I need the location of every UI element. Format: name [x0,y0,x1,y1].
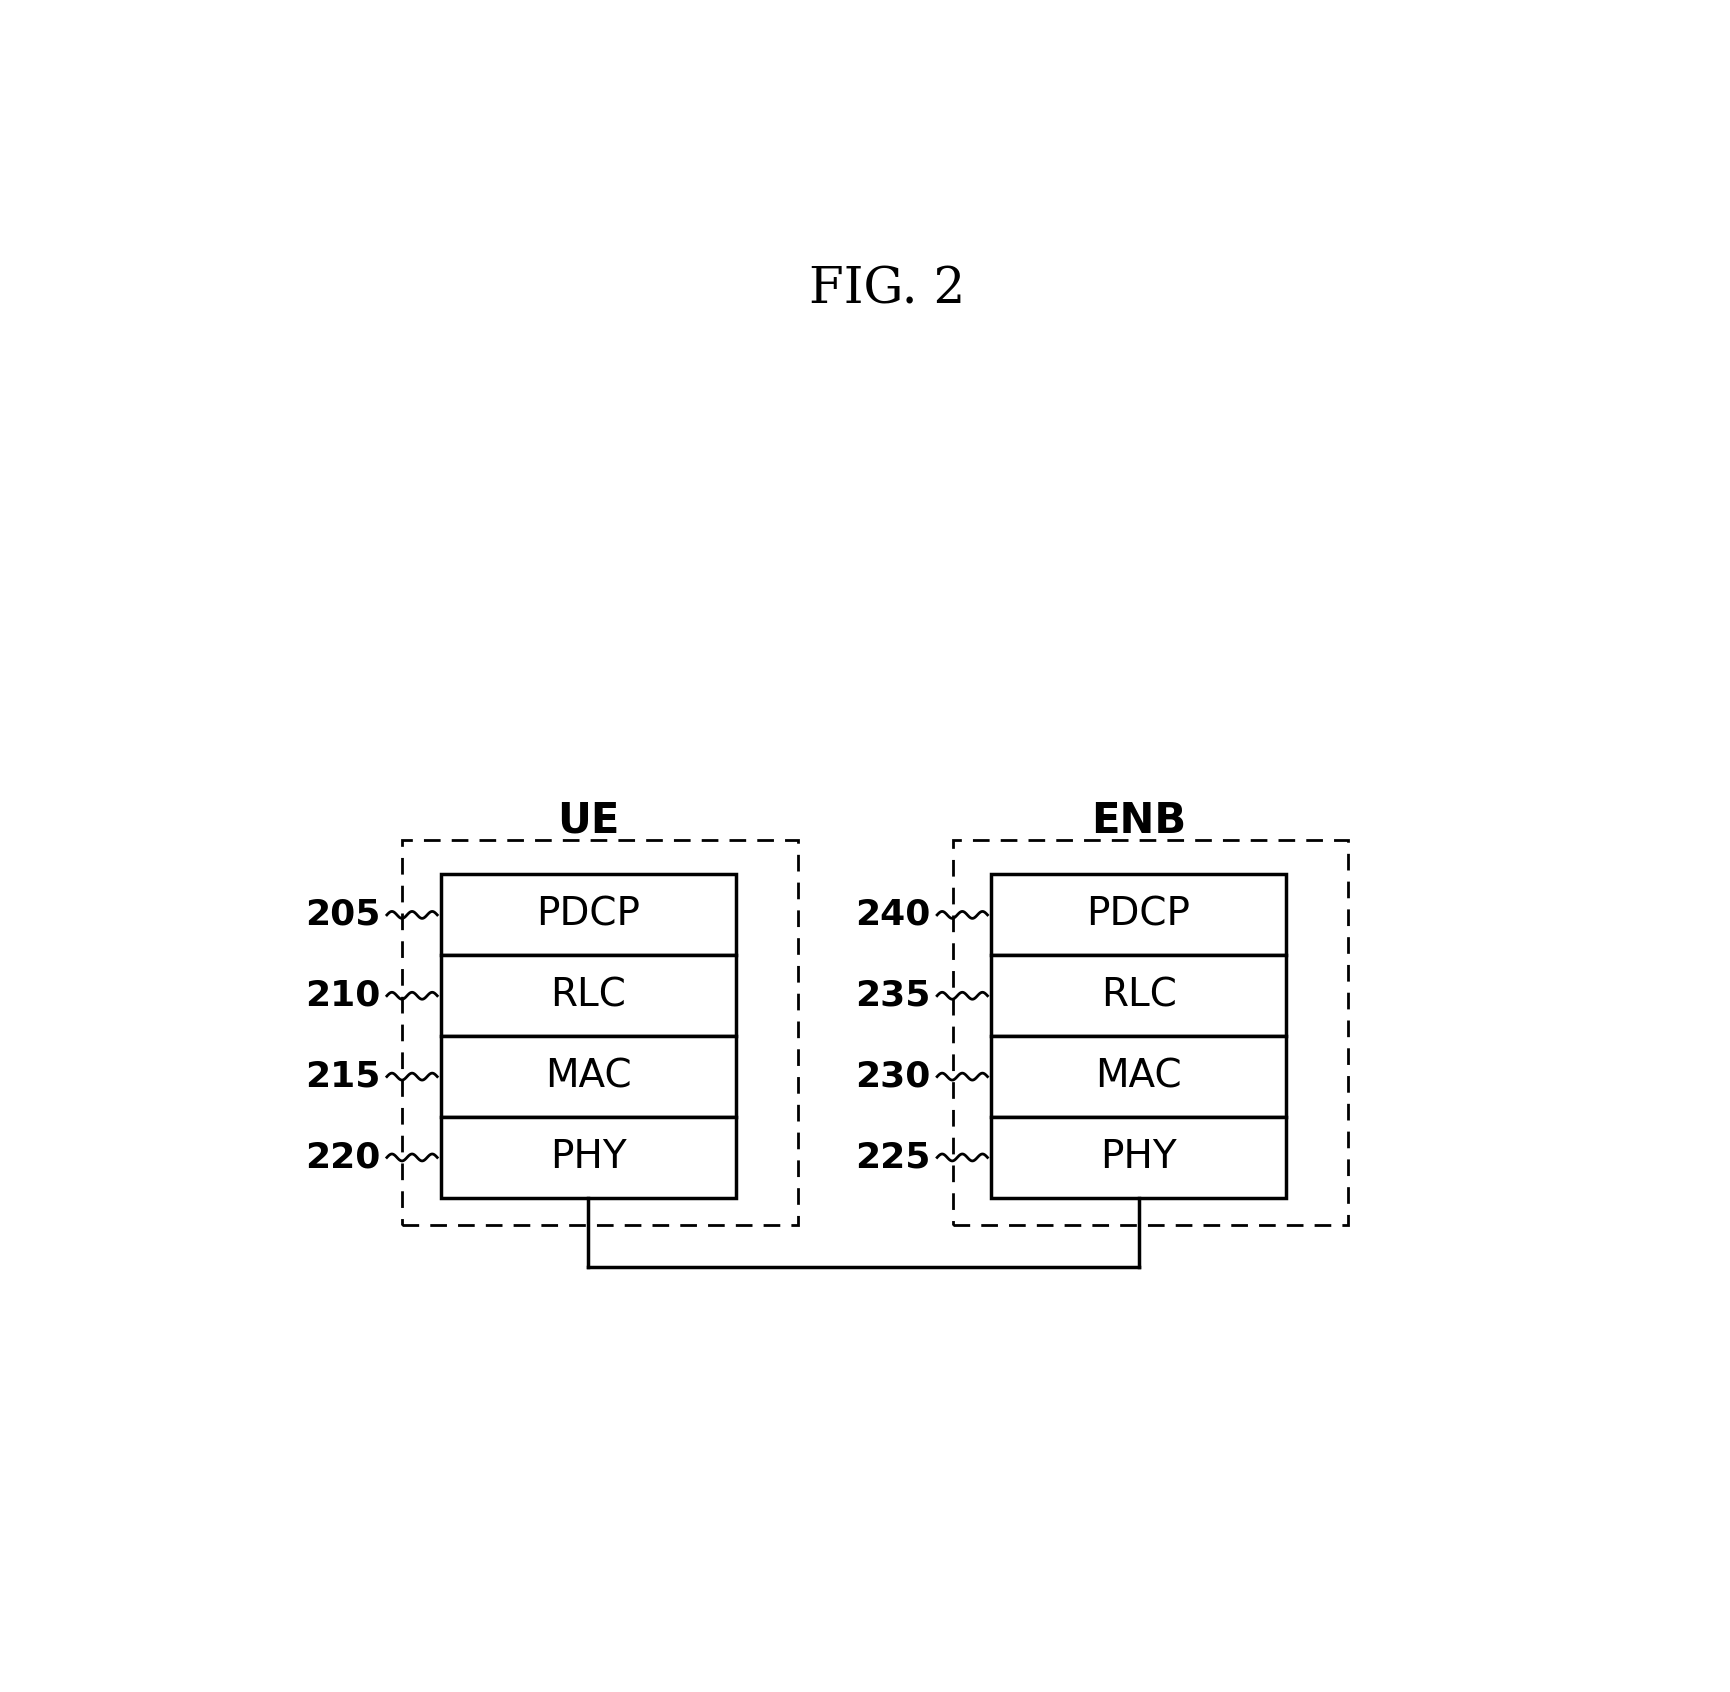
Bar [441,1117,735,1198]
Bar [952,839,1348,1225]
Text: PHY: PHY [1100,1139,1176,1176]
Text: 230: 230 [855,1059,931,1093]
Text: MAC: MAC [545,1058,631,1096]
Bar [991,956,1285,1036]
Text: PDCP: PDCP [1086,895,1190,934]
Text: 235: 235 [855,978,931,1014]
Text: 240: 240 [855,898,931,932]
Text: RLC: RLC [550,976,626,1015]
Bar [991,875,1285,956]
Text: 205: 205 [304,898,381,932]
Text: RLC: RLC [1100,976,1176,1015]
Text: PDCP: PDCP [536,895,640,934]
Text: ENB: ENB [1090,800,1185,841]
Bar [991,1036,1285,1117]
Text: UE: UE [557,800,619,841]
Bar [991,1117,1285,1198]
Bar [441,1036,735,1117]
Bar [401,839,798,1225]
Text: 220: 220 [304,1140,381,1174]
Bar [441,956,735,1036]
Text: MAC: MAC [1095,1058,1182,1096]
Text: 215: 215 [304,1059,381,1093]
Text: FIG. 2: FIG. 2 [808,264,965,315]
Bar [441,875,735,956]
Text: 225: 225 [855,1140,931,1174]
Text: PHY: PHY [550,1139,626,1176]
Text: 210: 210 [304,978,381,1014]
